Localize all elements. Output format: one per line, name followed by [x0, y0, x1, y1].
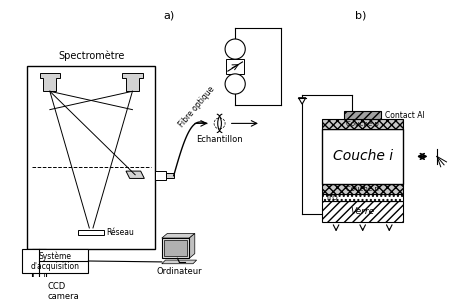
Text: ITO: ITO — [326, 195, 337, 201]
Polygon shape — [126, 171, 145, 178]
Polygon shape — [122, 73, 143, 91]
Text: Système
d'acquisition: Système d'acquisition — [31, 251, 80, 271]
Bar — [164, 240, 187, 256]
Bar — [226, 59, 244, 74]
Bar — [344, 112, 381, 119]
Text: Couche p: Couche p — [346, 121, 379, 127]
Text: Verre: Verre — [351, 207, 375, 216]
Circle shape — [225, 39, 245, 59]
Text: b): b) — [356, 11, 367, 21]
Polygon shape — [40, 73, 60, 91]
Polygon shape — [162, 233, 195, 238]
Polygon shape — [189, 233, 195, 258]
Text: Fibre optique: Fibre optique — [177, 85, 217, 129]
Bar — [31, 249, 46, 286]
Text: a): a) — [164, 11, 175, 21]
Bar — [322, 201, 403, 222]
Text: Réseau: Réseau — [106, 228, 134, 237]
Bar — [33, 258, 45, 286]
Bar — [322, 129, 403, 184]
Text: Couche n: Couche n — [346, 186, 379, 192]
Bar — [166, 173, 173, 178]
Bar — [22, 249, 88, 273]
Bar — [322, 119, 403, 129]
Text: V: V — [232, 44, 238, 54]
Text: Ordinateur: Ordinateur — [156, 267, 202, 276]
Polygon shape — [162, 260, 197, 264]
Bar — [322, 184, 403, 194]
Text: pA: pA — [229, 80, 241, 88]
Text: Echantillon: Echantillon — [196, 135, 243, 144]
Polygon shape — [299, 98, 306, 104]
Text: Spectromètre: Spectromètre — [58, 50, 124, 61]
Bar — [27, 66, 155, 249]
Text: Contact Al: Contact Al — [385, 111, 424, 120]
Text: CCD
camera: CCD camera — [47, 282, 79, 300]
Text: Couche i: Couche i — [333, 149, 393, 164]
Bar — [155, 171, 166, 180]
Circle shape — [225, 74, 245, 94]
Bar — [78, 230, 104, 235]
Bar — [162, 238, 189, 258]
Bar — [322, 194, 403, 201]
Polygon shape — [31, 286, 46, 297]
